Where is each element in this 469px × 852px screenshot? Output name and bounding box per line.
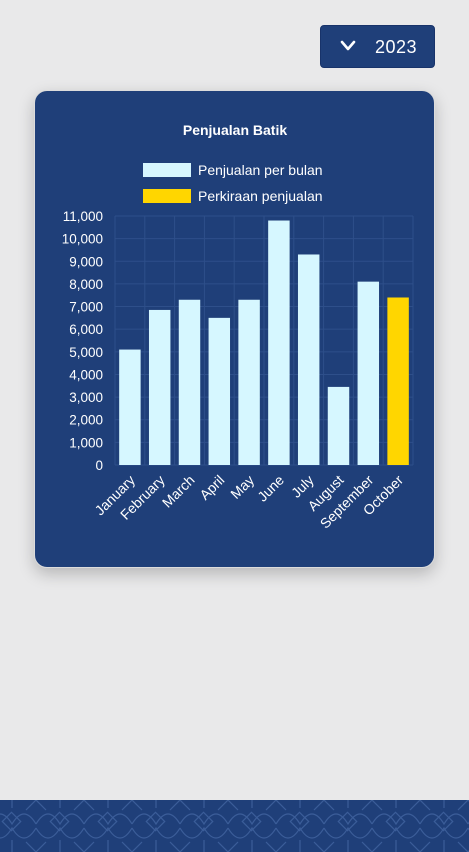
- bar-september: [357, 281, 380, 465]
- y-tick-label: 8,000: [69, 277, 103, 292]
- bar-may: [238, 299, 260, 465]
- y-tick-label: 6,000: [69, 322, 103, 337]
- batik-pattern: [0, 800, 469, 852]
- x-tick-label: June: [254, 472, 287, 505]
- x-tick-label: March: [159, 472, 198, 511]
- bar-april: [208, 317, 231, 465]
- y-tick-label: 10,000: [62, 232, 103, 247]
- bar-october: [387, 297, 409, 465]
- bar-june: [268, 220, 290, 465]
- bar-march: [178, 299, 201, 465]
- y-tick-label: 3,000: [69, 390, 103, 405]
- y-tick-label: 5,000: [69, 345, 103, 360]
- y-tick-label: 11,000: [63, 209, 103, 224]
- legend-label-1: Perkiraan penjualan: [198, 188, 323, 204]
- x-tick-label: April: [196, 472, 227, 503]
- legend-label-0: Penjualan per bulan: [198, 162, 323, 178]
- sales-bar-chart: Penjualan Batik Penjualan per bulan Perki…: [62, 122, 414, 532]
- y-tick-label: 1,000: [69, 435, 103, 450]
- chevron-down-icon: [340, 40, 356, 51]
- bars: [119, 220, 409, 465]
- y-axis: 0 1,000 2,000 3,000 4,000 5,000 6,000 7,000 8,00…: [62, 209, 103, 473]
- bar-february: [148, 309, 171, 465]
- chart-title: Penjualan Batik: [183, 122, 287, 138]
- bar-january: [119, 349, 141, 465]
- year-dropdown[interactable]: 2023: [320, 25, 435, 68]
- footer-batik-pattern: [0, 800, 469, 852]
- x-tick-label: May: [227, 472, 257, 502]
- bar-august: [327, 386, 350, 465]
- bar-july: [297, 254, 320, 465]
- chart-card: Penjualan Batik Penjualan per bulan Perki…: [34, 90, 435, 568]
- y-tick-label: 9,000: [69, 254, 103, 269]
- y-tick-label: 7,000: [69, 300, 103, 315]
- y-tick-label: 0: [95, 458, 103, 473]
- legend-swatch-0: [143, 163, 191, 177]
- chart-legend: Penjualan per bulan Perkiraan penjualan: [143, 162, 323, 204]
- legend-swatch-1: [143, 189, 191, 203]
- y-tick-label: 2,000: [69, 413, 103, 428]
- y-tick-label: 4,000: [69, 367, 103, 382]
- year-value: 2023: [375, 37, 418, 57]
